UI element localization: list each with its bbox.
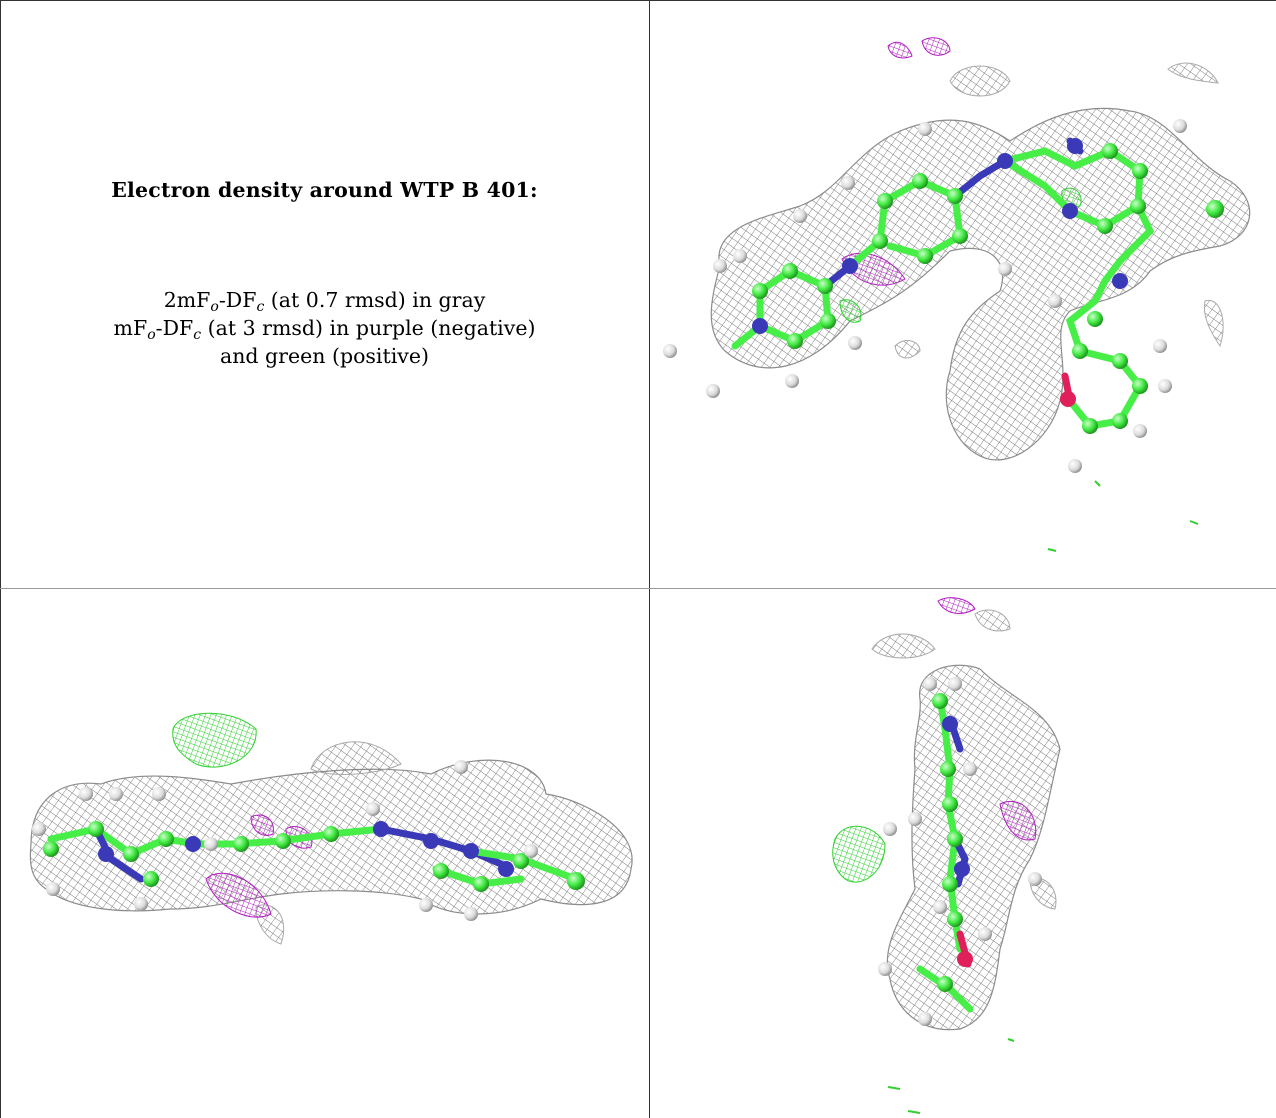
ligand-atoms xyxy=(752,138,1224,434)
difference-map-positive xyxy=(887,1038,1015,1114)
density-fragment xyxy=(1203,299,1224,348)
difference-map-negative xyxy=(937,597,976,614)
ligand-atoms xyxy=(932,693,973,992)
density-fragment xyxy=(310,741,402,775)
hydrogen-atoms xyxy=(663,119,1187,473)
difference-map-positive xyxy=(172,712,257,768)
hydrogen-atoms xyxy=(878,677,1042,1026)
bottom-left-view xyxy=(29,712,633,945)
ligand-atoms xyxy=(43,821,585,892)
row-divider xyxy=(0,588,1276,589)
difference-map-negative xyxy=(887,41,913,59)
hydrogen-atoms xyxy=(32,760,538,921)
density-fragment xyxy=(871,633,936,659)
difference-map-positive xyxy=(839,299,862,323)
caption-title: Electron density around WTP B 401: xyxy=(111,178,538,202)
difference-map-negative xyxy=(921,37,951,56)
density-fragment xyxy=(1167,62,1219,84)
difference-map-negative xyxy=(999,801,1037,841)
difference-map-positive xyxy=(1047,480,1199,552)
caption-body: 2mFo-DFc (at 0.7 rmsd) in gray mFo-DFc (… xyxy=(0,286,649,370)
density-mesh-gray xyxy=(886,664,1061,1031)
caption-line-positive: and green (positive) xyxy=(219,344,429,368)
difference-map-negative xyxy=(250,814,274,836)
caption-cell: Electron density around WTP B 401: 2mFo-… xyxy=(0,0,649,588)
difference-map-positive xyxy=(832,825,886,883)
caption-line-gray: 2mFo-DFc (at 0.7 rmsd) in gray xyxy=(163,288,486,315)
difference-map-negative xyxy=(205,872,272,918)
top-right-view xyxy=(663,37,1251,552)
density-fragment xyxy=(894,340,921,359)
density-mesh-gray xyxy=(710,107,1251,461)
density-fragment xyxy=(974,609,1011,632)
bottom-right-view xyxy=(832,597,1061,1114)
density-fragment xyxy=(949,65,1011,97)
caption-line-difference: mFo-DFc (at 3 rmsd) in purple (negative) xyxy=(113,316,536,343)
outer-left-border xyxy=(0,0,1,1118)
center-divider xyxy=(649,0,650,1118)
top-border xyxy=(0,0,1276,1)
